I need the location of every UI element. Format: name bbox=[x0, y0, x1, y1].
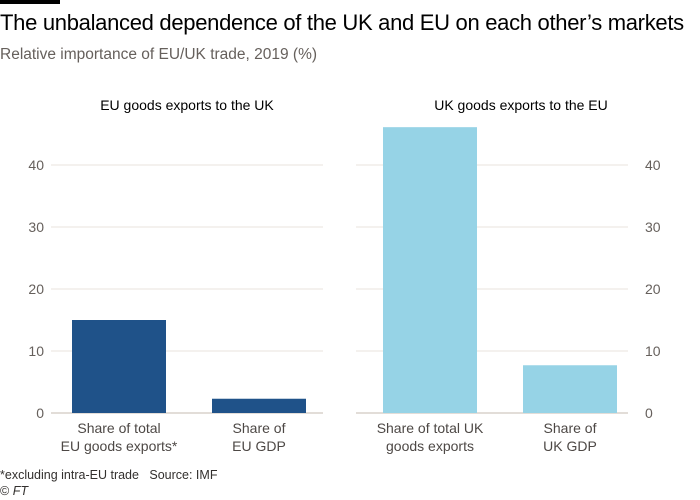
right-y-tick-label: 10 bbox=[645, 343, 661, 359]
right-category-label: Share of total UK bbox=[377, 420, 484, 436]
left-bar-2 bbox=[212, 398, 306, 413]
copyright: © FT bbox=[0, 484, 28, 498]
left-y-tick-label: 0 bbox=[36, 405, 44, 421]
ft-top-bar bbox=[0, 0, 60, 4]
right-panel-title: UK goods exports to the EU bbox=[434, 97, 608, 113]
chart-subtitle: Relative importance of EU/UK trade, 2019… bbox=[0, 46, 318, 63]
right-y-tick-label: 40 bbox=[645, 157, 661, 173]
left-y-tick-label: 20 bbox=[28, 281, 44, 297]
right-bar-2 bbox=[523, 365, 617, 413]
left-panel-title: EU goods exports to the UK bbox=[100, 97, 274, 113]
ft-logo-text: FT bbox=[12, 484, 28, 498]
left-category-label: Share of total bbox=[77, 420, 160, 436]
right-y-tick-label: 0 bbox=[645, 405, 653, 421]
right-category-label: goods exports bbox=[386, 438, 474, 454]
right-y-tick-label: 30 bbox=[645, 219, 661, 235]
left-category-label: EU goods exports* bbox=[61, 438, 178, 454]
footnote-source: *excluding intra-EU trade Source: IMF bbox=[0, 468, 218, 482]
left-category-label: Share of bbox=[233, 420, 286, 436]
copyright-symbol: © bbox=[0, 484, 10, 498]
left-y-tick-label: 30 bbox=[28, 219, 44, 235]
left-category-label: EU GDP bbox=[232, 438, 286, 454]
left-y-tick-label: 40 bbox=[28, 157, 44, 173]
chart-title: The unbalanced dependence of the UK and … bbox=[0, 10, 684, 35]
right-category-label: Share of bbox=[544, 420, 597, 436]
right-y-tick-label: 20 bbox=[645, 281, 661, 297]
left-y-tick-label: 10 bbox=[28, 343, 44, 359]
right-bar-1 bbox=[383, 127, 477, 414]
right-category-label: UK GDP bbox=[543, 438, 597, 454]
left-bar-1 bbox=[72, 320, 166, 413]
